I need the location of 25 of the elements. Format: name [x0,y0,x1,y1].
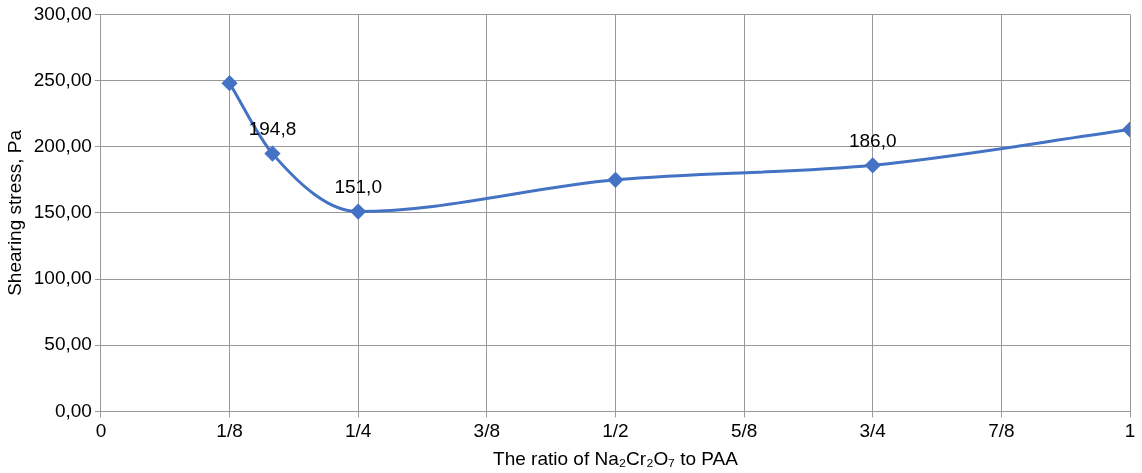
y-axis-title: Shearing stress, Pa [3,129,25,296]
y-tick-label: 300,00 [33,2,92,24]
x-tick-label: 3/4 [859,420,887,442]
data-label: 151,0 [334,176,382,198]
y-tick-label: 250,00 [33,68,92,90]
y-tick-label: 0,00 [54,399,92,421]
y-tick-label: 50,00 [44,333,92,355]
y-tick-label: 100,00 [33,267,92,289]
y-tick-label: 200,00 [33,134,92,156]
x-tick-label: 1/4 [344,420,372,442]
point [222,75,238,91]
point [607,172,623,188]
x-tick-label: 1 [1124,420,1136,442]
data-label: 186,0 [848,129,897,151]
x-tick-label: 0 [95,420,107,442]
x-tick-label: 3/8 [473,420,501,442]
x-tick-label: 7/8 [988,420,1015,442]
y-tick-label: 150,00 [33,201,92,223]
x-tick-label: 1/8 [216,420,243,442]
x-axis-title: The ratio of Na₂Cr₂O₇ to PAA [493,447,739,469]
point [264,146,280,162]
point [350,204,366,220]
point [865,157,881,173]
x-tick-label: 1/2 [602,420,629,442]
x-tick-label: 5/8 [730,420,758,442]
